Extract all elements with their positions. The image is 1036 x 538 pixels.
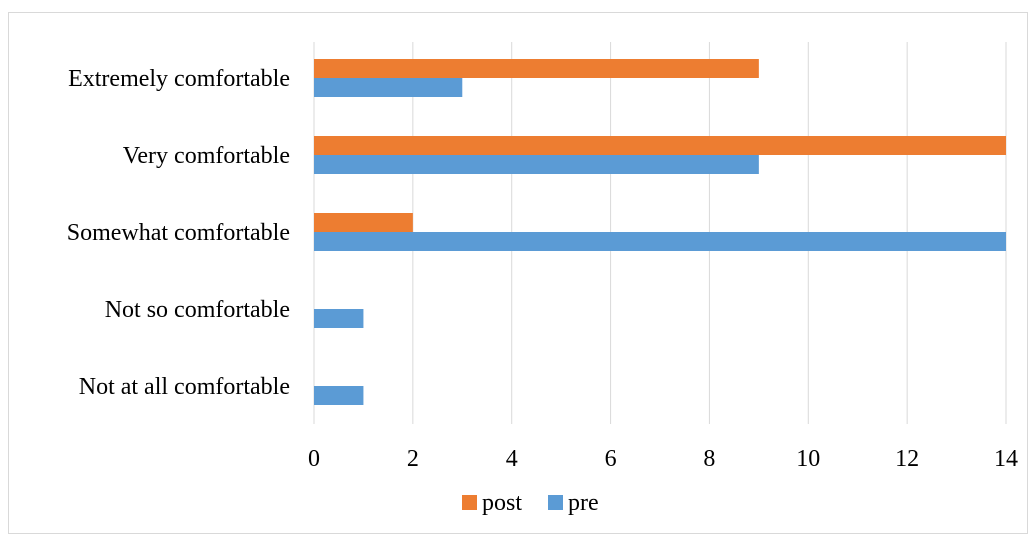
x-tick-label: 14 bbox=[994, 446, 1018, 472]
legend-swatch-post bbox=[462, 495, 477, 510]
bar-pre bbox=[314, 232, 1006, 251]
x-tick-label: 10 bbox=[796, 446, 820, 472]
bar-post bbox=[314, 213, 413, 232]
x-tick-labels: 0 2 4 6 8 10 12 14 bbox=[308, 446, 1018, 472]
legend-swatch-pre bbox=[548, 495, 563, 510]
bar-post bbox=[314, 136, 1006, 155]
category-label: Extremely comfortable bbox=[68, 66, 290, 92]
bar-pre bbox=[314, 78, 463, 97]
bar-pre bbox=[314, 309, 364, 328]
bar-pre bbox=[314, 155, 759, 174]
bars bbox=[314, 59, 1006, 405]
chart-frame bbox=[8, 12, 1028, 534]
x-tick-label: 0 bbox=[308, 446, 320, 472]
x-tick-label: 4 bbox=[506, 446, 518, 472]
bar-post bbox=[314, 59, 759, 78]
bar-pre bbox=[314, 386, 364, 405]
category-labels: Extremely comfortable Very comfortable Som… bbox=[67, 66, 290, 400]
x-tick-label: 8 bbox=[703, 446, 715, 472]
category-label: Not at all comfortable bbox=[79, 374, 290, 400]
legend-label-post: post bbox=[482, 490, 522, 516]
category-label: Somewhat comfortable bbox=[67, 220, 290, 246]
legend-label-pre: pre bbox=[568, 490, 599, 516]
x-tick-label: 2 bbox=[407, 446, 419, 472]
x-tick-label: 12 bbox=[895, 446, 919, 472]
category-label: Not so comfortable bbox=[105, 297, 290, 323]
x-tick-label: 6 bbox=[605, 446, 617, 472]
category-label: Very comfortable bbox=[123, 143, 290, 169]
legend: post pre bbox=[462, 490, 599, 516]
